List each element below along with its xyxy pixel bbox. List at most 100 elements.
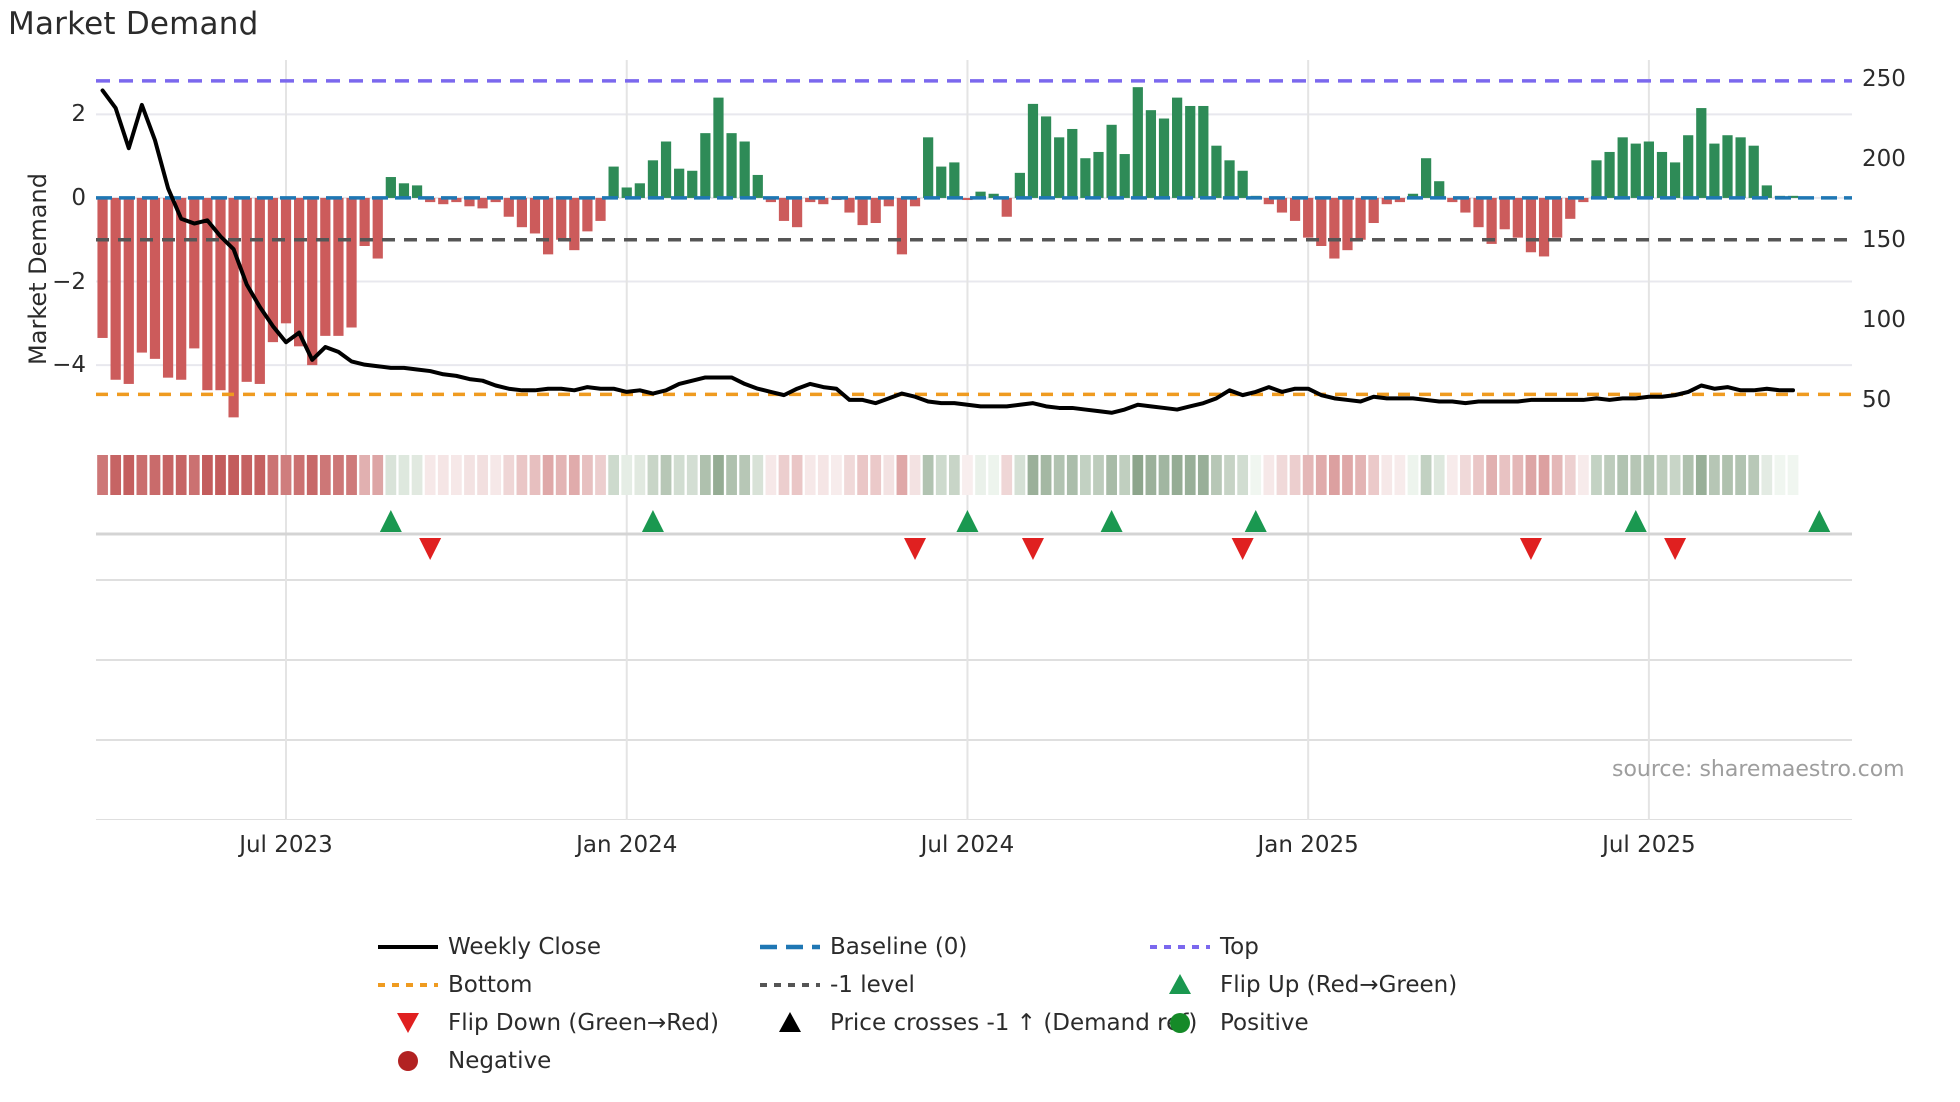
- heatmap-cell: [372, 455, 384, 495]
- flip-up-marker: [1624, 510, 1647, 532]
- y-axis-right-tick: 100: [1862, 306, 1906, 333]
- triangle-down-red-icon: [372, 1010, 444, 1036]
- heatmap-cell: [451, 455, 462, 495]
- dotted-line-orange-icon: [372, 972, 444, 998]
- demand-bar-negative: [123, 197, 134, 384]
- heatmap-cell: [870, 455, 882, 495]
- demand-bar-negative: [320, 197, 331, 336]
- demand-bar-negative: [346, 197, 357, 328]
- demand-bar-negative: [896, 197, 908, 255]
- heatmap-cell: [1080, 455, 1091, 495]
- heatmap-cell: [503, 455, 515, 495]
- heatmap-cell: [188, 455, 200, 495]
- demand-bar-positive: [988, 193, 999, 198]
- heatmap-cell: [686, 455, 698, 495]
- heatmap-cell: [621, 455, 633, 495]
- heatmap-cell: [1342, 455, 1353, 495]
- heatmap-cell: [385, 455, 397, 495]
- legend-label: Flip Up (Red→Green): [1220, 972, 1458, 998]
- heatmap-cell: [136, 455, 148, 495]
- heatmap-cell: [464, 455, 475, 495]
- heatmap-cell: [346, 455, 357, 495]
- demand-bar-positive: [1722, 135, 1733, 198]
- demand-bar-negative: [1276, 197, 1288, 213]
- demand-bar-negative: [569, 197, 580, 251]
- heatmap-cell: [831, 455, 842, 495]
- heatmap-cell: [1591, 455, 1602, 495]
- demand-bar-positive: [1224, 160, 1235, 198]
- legend-weekly-close[interactable]: Weekly Close: [372, 928, 754, 966]
- demand-bar-negative: [438, 197, 449, 205]
- legend-price-cross[interactable]: Price crosses -1 ↑ (Demand ref): [754, 1004, 1197, 1042]
- demand-bar-negative: [1316, 197, 1327, 246]
- heatmap-cell: [608, 455, 619, 495]
- demand-bar-positive: [739, 141, 750, 198]
- heatmap-cell: [1722, 455, 1733, 495]
- demand-bar-positive: [1656, 151, 1668, 198]
- heatmap-cell: [1250, 455, 1262, 495]
- flip-up-marker: [641, 510, 664, 532]
- heatmap-cell: [1748, 455, 1760, 495]
- heatmap-cell: [1027, 455, 1039, 495]
- legend-top[interactable]: Top: [1144, 928, 1564, 966]
- legend-label: Negative: [448, 1048, 552, 1074]
- demand-bar-negative: [909, 197, 921, 207]
- demand-bar-positive: [1067, 128, 1078, 198]
- demand-bar-positive: [700, 133, 711, 198]
- legend-bottom[interactable]: Bottom: [372, 966, 754, 1004]
- demand-bar-positive: [936, 166, 947, 198]
- legend-positive[interactable]: Positive: [1144, 1004, 1564, 1042]
- y-axis-left-tick: −2: [52, 268, 86, 295]
- demand-bar-positive: [1683, 135, 1694, 198]
- demand-bar-negative: [176, 197, 187, 380]
- page-title: Market Demand: [8, 6, 259, 42]
- heatmap-cell: [228, 455, 239, 495]
- legend-baseline[interactable]: Baseline (0): [754, 928, 1144, 966]
- demand-bar-negative: [1394, 197, 1406, 203]
- heatmap-cell: [1643, 455, 1655, 495]
- demand-bar-negative: [962, 197, 973, 201]
- heatmap-cell: [1355, 455, 1366, 495]
- demand-bar-negative: [765, 197, 776, 203]
- demand-bar-negative: [280, 197, 292, 324]
- demand-bar-positive: [1027, 103, 1039, 198]
- x-axis-tick: Jul 2023: [239, 832, 333, 858]
- heatmap-cell: [529, 455, 541, 495]
- heatmap-cell: [437, 455, 449, 495]
- heatmap-cell: [1761, 455, 1773, 495]
- heatmap-cell: [1735, 455, 1746, 495]
- heatmap-cell: [1787, 455, 1799, 495]
- heatmap-cell: [1171, 455, 1183, 495]
- heatmap-cell: [1302, 455, 1314, 495]
- demand-bar-negative: [1001, 197, 1012, 217]
- demand-bar-negative: [202, 197, 213, 391]
- y-axis-left-tick: 0: [71, 184, 86, 211]
- heatmap-cell: [896, 455, 908, 495]
- demand-bar-negative: [307, 197, 318, 366]
- demand-bar-negative: [215, 197, 226, 391]
- demand-bar-positive: [660, 141, 672, 198]
- legend-flip-up[interactable]: Flip Up (Red→Green): [1144, 966, 1564, 1004]
- heatmap-cell: [1407, 455, 1419, 495]
- legend-minus-one[interactable]: -1 level: [754, 966, 1144, 1004]
- demand-bar-negative: [425, 197, 436, 203]
- legend-label: Bottom: [448, 972, 533, 998]
- heatmap-cell: [175, 455, 187, 495]
- heatmap-cell: [857, 455, 868, 495]
- demand-bar-positive: [1604, 151, 1615, 198]
- demand-bar-positive: [713, 97, 724, 198]
- heatmap-cell: [962, 455, 973, 495]
- demand-bar-positive: [1172, 97, 1183, 198]
- legend-flip-down[interactable]: Flip Down (Green→Red): [372, 1004, 754, 1042]
- demand-bar-negative: [818, 197, 829, 205]
- heatmap-cell: [1237, 455, 1249, 495]
- heatmap-cell: [568, 455, 580, 495]
- legend-negative[interactable]: Negative: [372, 1042, 754, 1080]
- demand-bar-positive: [385, 177, 396, 198]
- heatmap-cell: [306, 455, 318, 495]
- heatmap-cell: [1709, 455, 1720, 495]
- heatmap-cell: [1263, 455, 1275, 495]
- heatmap-cell: [1106, 455, 1117, 495]
- heatmap-cell: [1473, 455, 1484, 495]
- heatmap-cell: [699, 455, 711, 495]
